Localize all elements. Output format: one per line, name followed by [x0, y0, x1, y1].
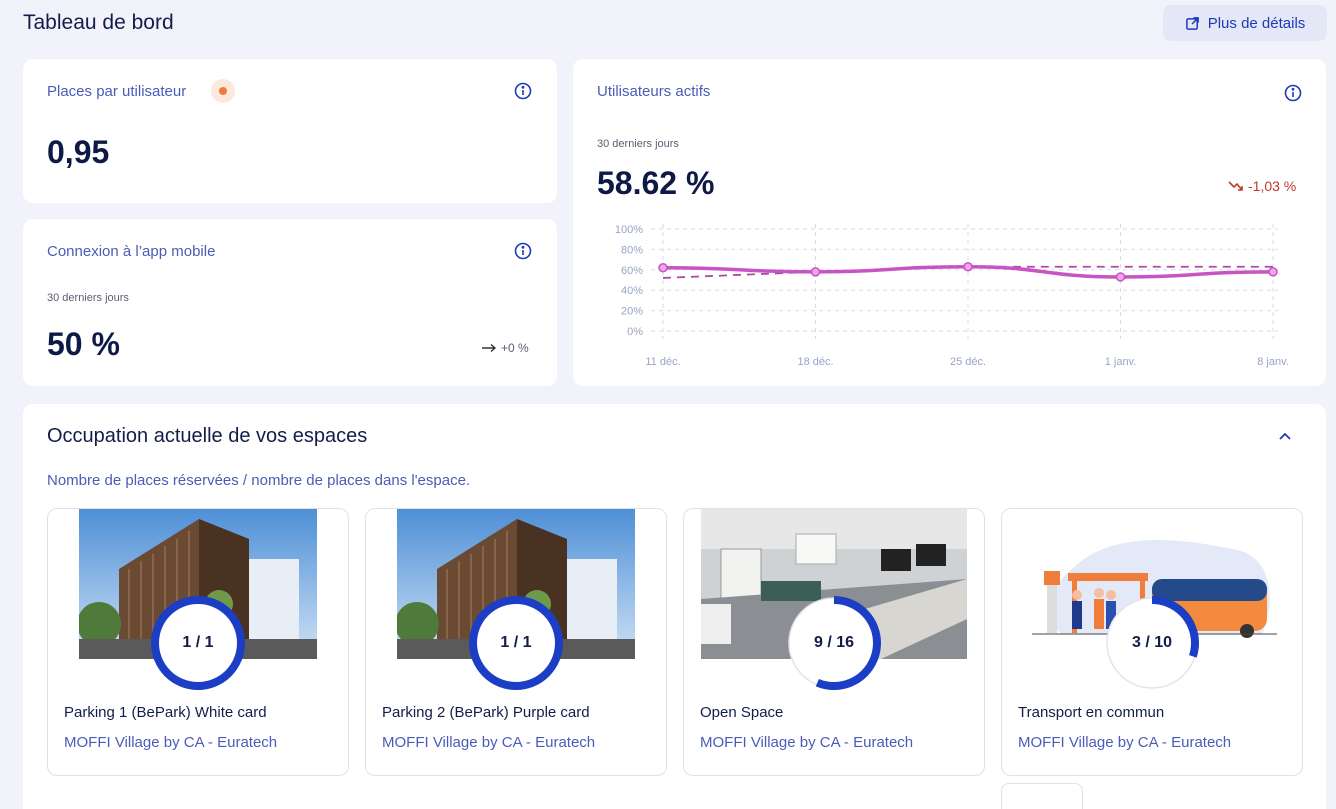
x-tick-label: 1 janv. [1105, 356, 1137, 368]
occupancy-label: 3 / 10 [1131, 634, 1173, 651]
data-point [658, 263, 668, 273]
active-users-chart: 100% 80% 60% 40% 20% 0% 11 déc. 18 déc. 25 déc. 1… [615, 224, 1289, 368]
occupancy-ring [787, 596, 881, 690]
occupancy-label: 9 / 16 [813, 634, 855, 651]
info-icon[interactable] [514, 242, 532, 260]
space-card[interactable]: 3 / 10 Transport en commun MOFFI Village… [1001, 508, 1303, 776]
details-button-label: Plus de détails [1207, 14, 1306, 32]
chevron-up-icon[interactable] [1274, 425, 1296, 447]
mobile-trend: +0 % [481, 341, 529, 355]
space-name: Parking 2 (BePark) Purple card [382, 704, 590, 721]
details-button[interactable]: Plus de détails [1163, 5, 1327, 41]
x-tick-label: 11 déc. [645, 356, 680, 368]
x-tick-label: 25 déc. [950, 356, 986, 368]
space-name: Parking 1 (BePark) White card [64, 704, 267, 721]
active-value: 58.62 % [597, 165, 715, 201]
occupancy-label: 1 / 1 [500, 634, 532, 651]
data-point [1115, 272, 1126, 282]
info-icon[interactable] [1284, 84, 1302, 102]
places-card: Places par utilisateur 0,95 [23, 59, 557, 203]
next-card-stub [1001, 783, 1083, 809]
occupancy-ring [1105, 596, 1199, 690]
y-tick-label: 100% [615, 224, 643, 236]
x-tick-label: 18 déc. [797, 356, 833, 368]
external-link-icon [1185, 16, 1199, 30]
page-title: Tableau de bord [23, 11, 174, 34]
data-point [963, 261, 973, 272]
active-card-title: Utilisateurs actifs [597, 83, 711, 100]
y-tick-label: 0% [627, 326, 643, 338]
active-users-card: Utilisateurs actifs 30 derniers jours 58… [573, 59, 1326, 386]
active-period: 30 derniers jours [597, 138, 679, 150]
space-name: Transport en commun [1018, 704, 1165, 721]
occupation-title: Occupation actuelle de vos espaces [47, 425, 368, 447]
mobile-card-title: Connexion à l’app mobile [47, 243, 216, 260]
y-tick-label: 20% [621, 306, 643, 318]
arrow-right-icon [482, 343, 497, 353]
places-value: 0,95 [47, 134, 110, 170]
occupation-subtitle: Nombre de places réservées / nombre de p… [47, 472, 471, 489]
space-card[interactable]: 1 / 1 Parking 2 (BePark) Purple card MOF… [365, 508, 667, 776]
space-location: MOFFI Village by CA - Euratech [700, 734, 914, 751]
y-tick-label: 60% [621, 265, 643, 277]
active-trend-value: -1,03 % [1248, 178, 1297, 194]
trend-down-icon [1228, 181, 1243, 191]
space-location: MOFFI Village by CA - Euratech [382, 734, 596, 751]
mobile-trend-value: +0 % [501, 341, 529, 355]
space-location: MOFFI Village by CA - Euratech [1018, 734, 1232, 751]
space-name: Open Space [700, 704, 784, 721]
space-card[interactable]: 1 / 1 Parking 1 (BePark) White card MOFF… [47, 508, 349, 776]
y-tick-label: 80% [621, 244, 643, 256]
mobile-value: 50 % [47, 326, 120, 362]
data-point [810, 267, 821, 277]
y-tick-label: 40% [621, 285, 643, 297]
series-line-dashed [662, 265, 1273, 279]
x-tick-label: 8 janv. [1257, 356, 1289, 368]
space-location: MOFFI Village by CA - Euratech [64, 734, 278, 751]
space-card[interactable]: 9 / 16 Open Space MOFFI Village by CA - … [683, 508, 985, 776]
status-dot-icon [211, 79, 235, 103]
data-point [1268, 267, 1278, 277]
occupancy-label: 1 / 1 [182, 634, 214, 651]
places-card-title: Places par utilisateur [47, 83, 187, 100]
occupancy-ring [151, 596, 245, 690]
occupancy-ring [469, 596, 563, 690]
mobile-period: 30 derniers jours [47, 292, 129, 304]
active-trend: -1,03 % [1228, 178, 1296, 194]
mobile-card: Connexion à l’app mobile 30 derniers jou… [23, 219, 557, 386]
info-icon[interactable] [514, 82, 532, 100]
